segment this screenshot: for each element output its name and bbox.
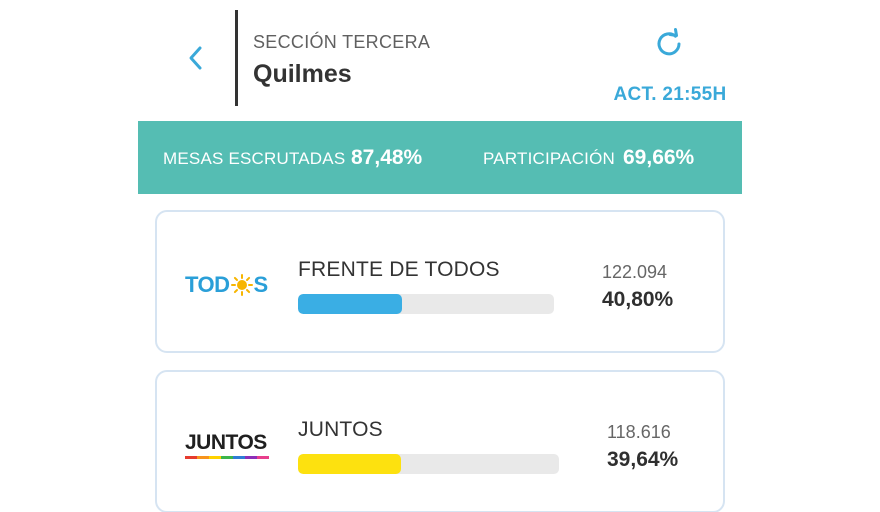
mesas-value: 87,48% bbox=[351, 146, 423, 169]
district-title: Quilmes bbox=[253, 60, 352, 88]
stats-bar: MESAS ESCRUTADAS 87,48% PARTICIPACIÓN 69… bbox=[138, 121, 742, 194]
header: SECCIÓN TERCERA Quilmes ACT. 21:55H bbox=[0, 0, 880, 120]
vote-percent: 40,80% bbox=[602, 288, 674, 311]
section-label: SECCIÓN TERCERA bbox=[253, 32, 431, 52]
header-divider bbox=[235, 10, 238, 106]
chevron-left-icon bbox=[189, 46, 202, 70]
participacion-value: 69,66% bbox=[623, 146, 695, 169]
refresh-button[interactable] bbox=[650, 26, 690, 62]
vote-progress-fill bbox=[298, 294, 403, 314]
todos-logo: TOD S bbox=[185, 272, 268, 297]
vote-percent: 39,64% bbox=[607, 448, 679, 471]
rainbow-stripe bbox=[185, 455, 269, 459]
vote-count: 122.094 bbox=[602, 262, 668, 282]
refresh-icon bbox=[657, 28, 681, 56]
party-card-frente-de-todos[interactable]: TOD S FRENTE DE TODOS 122.094 40,80% bbox=[155, 210, 725, 353]
vote-progress-fill bbox=[298, 454, 402, 474]
back-button[interactable] bbox=[180, 40, 212, 76]
party-name: JUNTOS bbox=[298, 418, 383, 441]
mesas-label: MESAS ESCRUTADAS bbox=[163, 149, 346, 168]
vote-count: 118.616 bbox=[607, 422, 671, 442]
juntos-logo: JUNTOS bbox=[185, 430, 269, 460]
last-updated: ACT. 21:55H bbox=[613, 84, 727, 105]
vote-progress-bar bbox=[298, 294, 554, 314]
participacion-label: PARTICIPACIÓN bbox=[483, 149, 616, 168]
vote-progress-bar bbox=[298, 454, 559, 474]
party-card-juntos[interactable]: JUNTOS JUNTOS 118.616 39,64% bbox=[155, 370, 725, 512]
sun-icon bbox=[230, 274, 253, 296]
party-name: FRENTE DE TODOS bbox=[298, 258, 500, 281]
